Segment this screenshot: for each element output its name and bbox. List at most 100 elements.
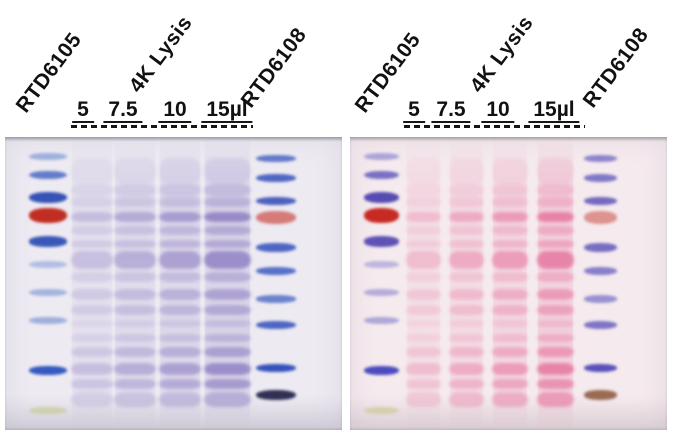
- protein-band: [203, 304, 252, 315]
- volume-label-10ul: 10: [481, 99, 515, 123]
- protein-band: [203, 197, 252, 208]
- protein-band: [113, 289, 157, 300]
- protein-band: [158, 289, 202, 300]
- protein-band: [491, 157, 529, 184]
- protein-band: [70, 333, 114, 342]
- protein-band: [536, 272, 575, 283]
- ladder-right-label: RTD6108: [236, 23, 312, 113]
- ladder-lane-rtd6105: [28, 137, 68, 430]
- protein-band: [203, 157, 252, 184]
- protein-band: [70, 211, 114, 222]
- protein-band: [113, 392, 157, 408]
- protein-band: [158, 211, 202, 222]
- protein-band: [158, 251, 202, 270]
- protein-band: [491, 333, 529, 342]
- protein-band: [406, 272, 441, 283]
- protein-band: [113, 378, 157, 389]
- protein-band: [70, 320, 114, 328]
- protein-band: [28, 192, 68, 204]
- protein-band: [70, 347, 114, 358]
- protein-band: [113, 211, 157, 222]
- volume-label-15ul: 15µl: [528, 99, 580, 123]
- protein-band: [406, 197, 441, 208]
- protein-band: [406, 251, 441, 270]
- protein-band: [363, 366, 400, 375]
- protein-band: [203, 272, 252, 283]
- volume-label-10ul: 10: [158, 99, 192, 123]
- sample-lane-10ul: [158, 137, 202, 430]
- protein-band: [449, 251, 484, 270]
- protein-band: [536, 157, 575, 184]
- gel-image-right: [350, 137, 667, 430]
- sample-lane-5ul: [406, 137, 441, 430]
- protein-band: [491, 362, 529, 375]
- protein-band: [536, 320, 575, 328]
- volume-underline-dashed: [404, 125, 585, 128]
- protein-band: [491, 320, 529, 328]
- protein-band: [113, 239, 157, 249]
- protein-band: [255, 364, 297, 373]
- protein-band: [113, 304, 157, 315]
- protein-band: [113, 157, 157, 184]
- protein-band: [536, 197, 575, 208]
- protein-band: [28, 236, 68, 247]
- protein-band: [28, 317, 68, 325]
- protein-band: [158, 362, 202, 375]
- protein-band: [583, 266, 618, 275]
- sample-lane-15ul: [203, 137, 252, 430]
- protein-band: [583, 197, 618, 206]
- protein-band: [113, 347, 157, 358]
- protein-band: [363, 236, 400, 247]
- protein-band: [203, 251, 252, 270]
- protein-band: [449, 239, 484, 249]
- protein-band: [406, 239, 441, 249]
- protein-band: [203, 226, 252, 236]
- sample-lane-7-5ul: [449, 137, 484, 430]
- protein-band: [158, 304, 202, 315]
- protein-band: [28, 288, 68, 296]
- protein-band: [255, 210, 297, 224]
- protein-band: [363, 192, 400, 204]
- protein-band: [363, 170, 400, 180]
- protein-band: [449, 289, 484, 300]
- protein-band: [255, 321, 297, 330]
- protein-band: [158, 239, 202, 249]
- protein-band: [28, 260, 68, 268]
- protein-band: [536, 211, 575, 222]
- protein-band: [536, 333, 575, 342]
- protein-band: [203, 333, 252, 342]
- protein-band: [491, 211, 529, 222]
- protein-band: [536, 392, 575, 408]
- protein-band: [583, 210, 618, 224]
- protein-band: [406, 378, 441, 389]
- protein-band: [70, 197, 114, 208]
- protein-band: [583, 321, 618, 330]
- protein-band: [363, 406, 400, 415]
- protein-band: [70, 226, 114, 236]
- protein-band: [363, 288, 400, 296]
- protein-band: [491, 392, 529, 408]
- protein-band: [203, 362, 252, 375]
- protein-band: [406, 226, 441, 236]
- protein-band: [583, 295, 618, 303]
- protein-band: [449, 362, 484, 375]
- protein-band: [203, 378, 252, 389]
- protein-band: [70, 183, 114, 196]
- sample-lane-10ul: [491, 137, 529, 430]
- protein-band: [536, 239, 575, 249]
- volume-label-15ul: 15µl: [201, 99, 253, 123]
- protein-band: [113, 333, 157, 342]
- protein-band: [28, 170, 68, 180]
- protein-band: [406, 392, 441, 408]
- protein-band: [406, 362, 441, 375]
- protein-band: [449, 320, 484, 328]
- protein-band: [491, 226, 529, 236]
- sample-lane-15ul: [536, 137, 575, 430]
- protein-band: [406, 347, 441, 358]
- protein-band: [406, 304, 441, 315]
- protein-band: [255, 173, 297, 182]
- protein-band: [449, 378, 484, 389]
- sample-group-label: 4K Lysis: [465, 11, 538, 97]
- protein-band: [113, 183, 157, 196]
